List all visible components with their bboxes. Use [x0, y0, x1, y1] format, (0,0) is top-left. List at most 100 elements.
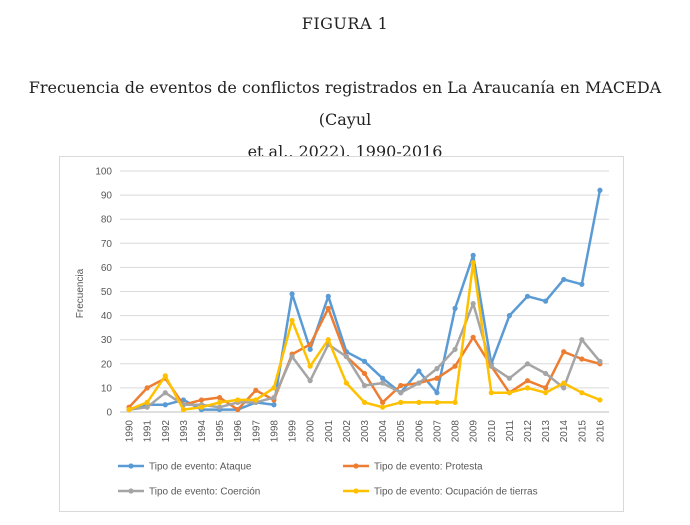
x-tick-labels: 1990 1991 1992 1993 1994 1995 1996 1997 1998 1999…	[125, 420, 607, 443]
data-point	[144, 404, 150, 410]
data-point	[434, 366, 440, 372]
data-point	[579, 390, 585, 396]
data-point	[524, 361, 531, 367]
data-point	[162, 390, 168, 396]
data-point	[380, 380, 386, 386]
data-point	[470, 334, 476, 340]
data-point	[561, 276, 567, 283]
data-point	[543, 390, 549, 396]
data-point	[561, 349, 567, 355]
data-point	[506, 313, 512, 319]
data-point	[361, 358, 368, 364]
data-point	[452, 399, 458, 405]
series-3	[126, 300, 603, 413]
legend: Tipo de evento: Ataque Tipo de evento: Pr…	[118, 462, 538, 498]
series-line	[127, 302, 602, 411]
data-point	[289, 317, 295, 324]
data-point	[434, 399, 440, 405]
data-point	[235, 397, 241, 403]
x-tick-label: 2012	[523, 420, 534, 443]
data-point	[524, 385, 531, 391]
x-tick-label: 2006	[414, 420, 425, 443]
data-point	[217, 394, 223, 401]
data-point	[307, 363, 313, 369]
legend-label: Tipo de evento: Ocupación de tierras	[374, 487, 538, 498]
x-tick-label: 2005	[396, 420, 407, 443]
x-tick-label: 2010	[487, 420, 498, 443]
data-point	[579, 337, 585, 343]
data-point	[488, 363, 494, 369]
legend-swatch-marker	[353, 488, 359, 494]
data-point	[144, 399, 150, 405]
x-tick-label: 2015	[577, 420, 588, 443]
legend-label: Tipo de evento: Coerción	[149, 487, 260, 498]
data-point	[434, 390, 440, 396]
data-point	[271, 402, 277, 408]
x-tick-label: 2009	[469, 420, 480, 443]
data-point	[126, 406, 132, 413]
x-tick-label: 1991	[143, 420, 154, 443]
y-tick-label: 0	[106, 408, 112, 419]
x-tick-label: 2002	[342, 420, 353, 443]
y-tick-label: 60	[101, 263, 113, 274]
x-tick-label: 1992	[161, 420, 172, 443]
x-tick-label: 1993	[179, 420, 190, 443]
y-tick-label: 20	[101, 359, 113, 370]
data-point	[217, 404, 223, 410]
data-point	[416, 380, 422, 386]
x-tick-label: 2008	[451, 420, 462, 443]
data-point	[488, 390, 494, 396]
data-point	[452, 346, 458, 352]
data-point	[398, 382, 404, 389]
figure-label: FIGURA 1	[301, 14, 389, 33]
y-tick-label: 70	[101, 239, 113, 250]
data-point	[325, 305, 331, 311]
y-tick-label: 90	[101, 191, 113, 202]
x-tick-label: 2004	[378, 420, 389, 443]
x-tick-label: 1995	[215, 420, 226, 443]
data-point	[416, 399, 422, 405]
data-point	[253, 387, 259, 393]
data-point	[506, 375, 512, 381]
data-point	[180, 406, 186, 413]
data-point	[561, 385, 567, 391]
y-tick-label: 10	[101, 383, 113, 394]
series-1	[126, 187, 603, 413]
data-point	[162, 402, 168, 408]
x-tick-label: 2014	[559, 420, 570, 443]
data-point	[579, 356, 585, 362]
data-point	[253, 397, 259, 403]
legend-swatch-marker	[128, 463, 134, 469]
legend-item: Tipo de evento: Ocupación de tierras	[343, 487, 538, 498]
legend-item: Tipo de evento: Ataque	[118, 462, 252, 473]
x-tick-label: 2001	[324, 420, 335, 443]
y-tick-labels: 0 10 20 30 40 50 60 70 80 90 100	[95, 167, 112, 419]
data-point	[470, 259, 476, 266]
legend-swatch-marker	[353, 463, 359, 469]
data-point	[343, 380, 349, 386]
y-axis-title: Frecuencia	[75, 268, 86, 318]
data-point	[289, 353, 295, 360]
data-point	[162, 373, 168, 379]
data-point	[398, 399, 404, 405]
data-point	[380, 404, 386, 410]
data-point	[434, 375, 440, 381]
data-point	[398, 390, 404, 396]
x-tick-label: 2016	[595, 420, 606, 443]
data-point	[271, 385, 277, 391]
x-tick-label: 1996	[233, 420, 244, 443]
x-tick-label: 1999	[288, 420, 299, 443]
legend-item: Tipo de evento: Protesta	[343, 462, 483, 473]
data-point	[307, 346, 313, 352]
data-point	[271, 394, 277, 401]
data-point	[543, 298, 549, 304]
data-point	[235, 406, 241, 413]
series-line	[127, 189, 602, 411]
data-point	[380, 399, 386, 405]
data-point	[597, 397, 603, 403]
series-group	[126, 187, 603, 413]
data-point	[380, 375, 386, 381]
x-tick-label: 2013	[541, 420, 552, 443]
x-tick-label: 2007	[432, 420, 443, 443]
